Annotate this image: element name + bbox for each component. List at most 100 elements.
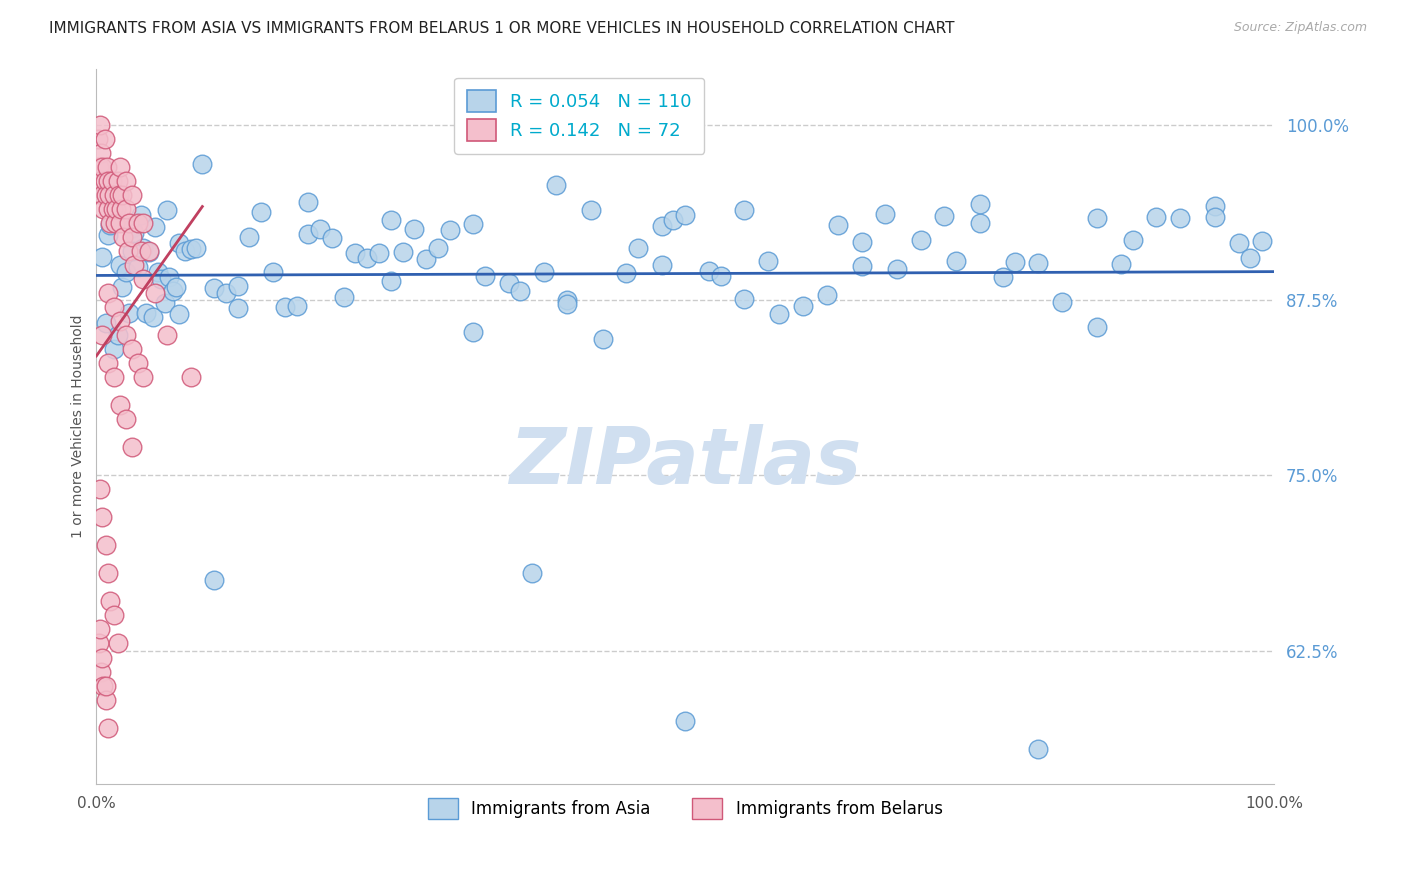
Point bbox=[121, 187, 143, 202]
Point bbox=[1239, 252, 1261, 266]
Point bbox=[94, 538, 117, 552]
Point bbox=[520, 566, 543, 581]
Point bbox=[356, 251, 378, 265]
Point bbox=[673, 208, 696, 222]
Point bbox=[156, 328, 179, 343]
Point bbox=[733, 203, 755, 218]
Point bbox=[226, 301, 249, 315]
Point bbox=[129, 208, 152, 222]
Point bbox=[439, 223, 461, 237]
Point bbox=[97, 285, 120, 300]
Point bbox=[103, 370, 125, 384]
Point bbox=[121, 229, 143, 244]
Point bbox=[129, 244, 152, 258]
Point bbox=[173, 244, 195, 259]
Point bbox=[1122, 234, 1144, 248]
Point bbox=[215, 286, 238, 301]
Point bbox=[96, 160, 118, 174]
Point bbox=[97, 202, 120, 216]
Point bbox=[143, 285, 166, 300]
Point bbox=[297, 227, 319, 241]
Point bbox=[426, 240, 449, 254]
Point bbox=[132, 272, 155, 286]
Point bbox=[93, 679, 115, 693]
Point bbox=[91, 328, 114, 343]
Point bbox=[851, 259, 873, 273]
Point bbox=[969, 216, 991, 230]
Point bbox=[673, 714, 696, 728]
Point bbox=[103, 187, 125, 202]
Point bbox=[110, 202, 132, 216]
Point bbox=[1028, 255, 1050, 269]
Point bbox=[1085, 211, 1108, 226]
Point bbox=[97, 356, 120, 370]
Point bbox=[93, 131, 115, 145]
Point bbox=[108, 216, 131, 230]
Legend: Immigrants from Asia, Immigrants from Belarus: Immigrants from Asia, Immigrants from Be… bbox=[422, 792, 949, 825]
Point bbox=[138, 245, 160, 260]
Point bbox=[94, 316, 117, 330]
Point bbox=[142, 310, 165, 325]
Point bbox=[112, 229, 135, 244]
Point bbox=[180, 242, 202, 256]
Point bbox=[191, 156, 214, 170]
Point bbox=[238, 230, 260, 244]
Point bbox=[1144, 210, 1167, 224]
Point bbox=[107, 174, 129, 188]
Point bbox=[614, 266, 637, 280]
Point bbox=[557, 293, 579, 308]
Point bbox=[557, 296, 579, 310]
Point bbox=[107, 328, 129, 343]
Point bbox=[122, 226, 145, 240]
Point bbox=[89, 623, 111, 637]
Point bbox=[463, 218, 485, 232]
Point bbox=[167, 307, 190, 321]
Point bbox=[404, 222, 426, 236]
Point bbox=[89, 482, 111, 496]
Point bbox=[114, 202, 136, 216]
Point bbox=[143, 219, 166, 234]
Point bbox=[934, 209, 956, 223]
Point bbox=[368, 245, 391, 260]
Point bbox=[93, 202, 115, 216]
Point bbox=[91, 160, 114, 174]
Point bbox=[651, 219, 673, 234]
Point bbox=[180, 370, 202, 384]
Point bbox=[332, 290, 354, 304]
Point bbox=[592, 332, 614, 346]
Point bbox=[90, 145, 112, 160]
Point bbox=[697, 264, 720, 278]
Point bbox=[107, 187, 129, 202]
Point bbox=[121, 220, 143, 235]
Point bbox=[156, 202, 179, 217]
Point bbox=[709, 268, 731, 283]
Point bbox=[1168, 211, 1191, 225]
Point bbox=[756, 254, 779, 268]
Point bbox=[132, 240, 155, 254]
Point bbox=[100, 594, 122, 608]
Point bbox=[297, 194, 319, 209]
Point bbox=[91, 250, 114, 264]
Point bbox=[121, 342, 143, 356]
Y-axis label: 1 or more Vehicles in Household: 1 or more Vehicles in Household bbox=[72, 314, 86, 538]
Point bbox=[121, 440, 143, 454]
Point bbox=[875, 207, 897, 221]
Point bbox=[1204, 211, 1226, 225]
Point bbox=[114, 174, 136, 188]
Point bbox=[87, 636, 110, 650]
Point bbox=[86, 131, 108, 145]
Point bbox=[104, 216, 127, 230]
Point bbox=[226, 279, 249, 293]
Point bbox=[97, 721, 120, 735]
Point bbox=[851, 235, 873, 249]
Point bbox=[768, 307, 790, 321]
Point bbox=[135, 305, 157, 319]
Point bbox=[108, 160, 131, 174]
Point bbox=[97, 174, 120, 188]
Point bbox=[321, 231, 343, 245]
Point bbox=[474, 268, 496, 283]
Point bbox=[103, 300, 125, 314]
Point bbox=[127, 356, 149, 370]
Point bbox=[579, 202, 602, 217]
Point bbox=[886, 262, 908, 277]
